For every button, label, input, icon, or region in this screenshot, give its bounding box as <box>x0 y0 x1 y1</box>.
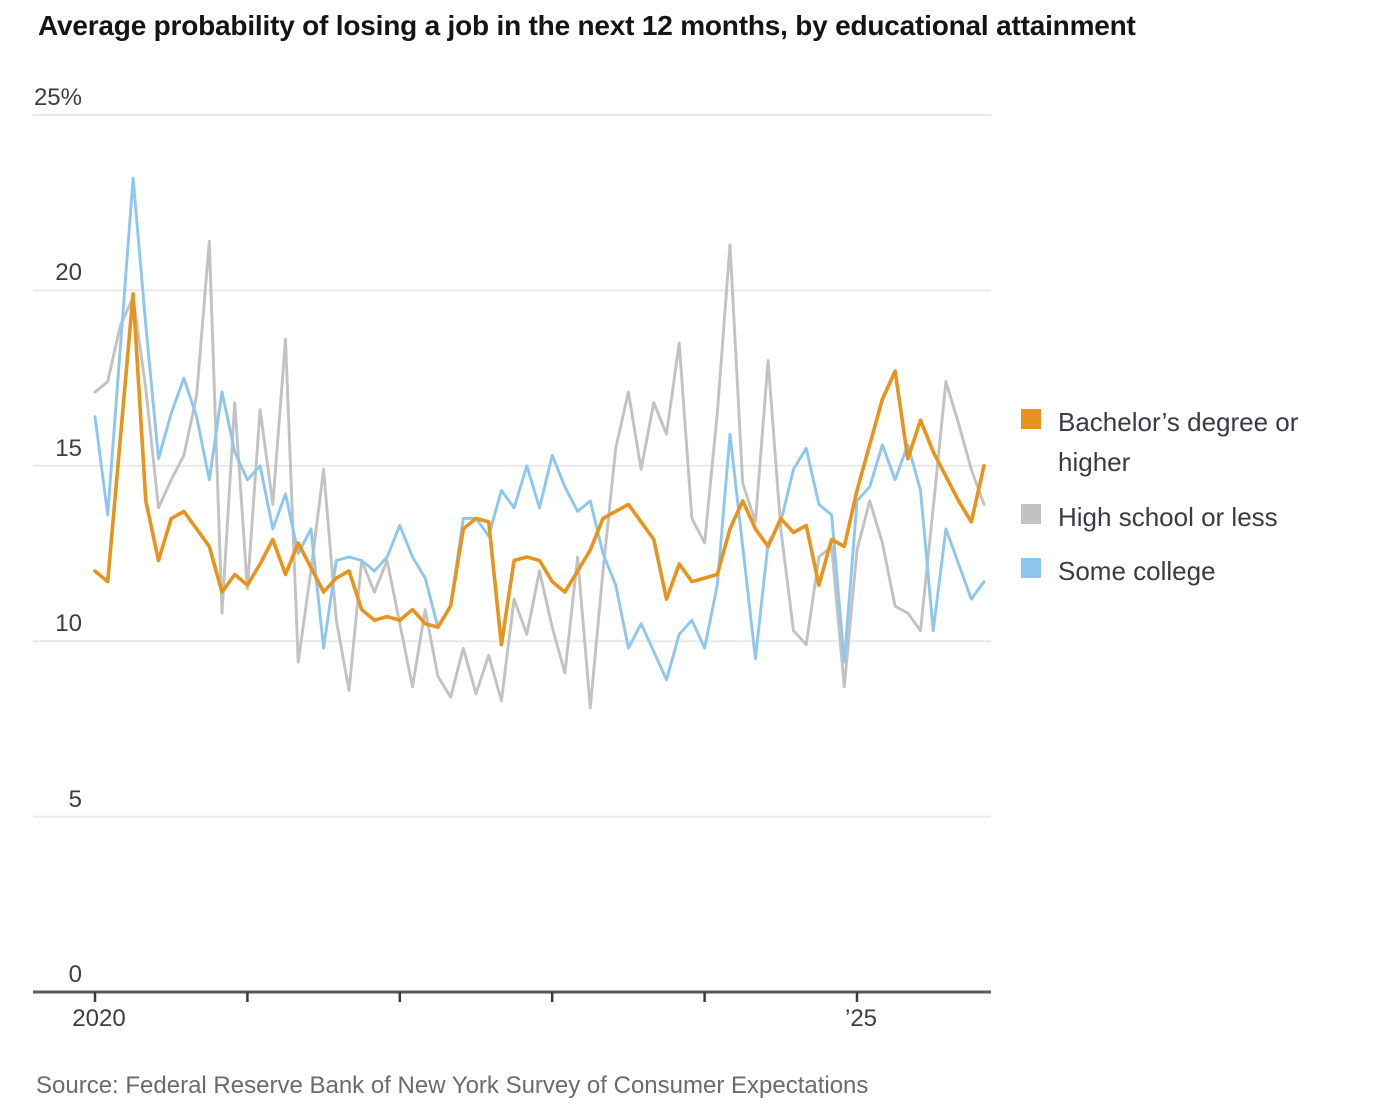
series-line-2 <box>93 176 986 682</box>
high-school-series-swatch-icon <box>1021 503 1041 524</box>
series-line-0 <box>93 292 986 647</box>
y-tick-label-25: 25% <box>33 84 82 111</box>
y-tick-label-5: 5 <box>68 785 82 813</box>
x-tick-label-60: ’25 <box>844 1005 878 1032</box>
legend-label-bachelors: Bachelor’s degree or higher <box>1058 407 1299 477</box>
bachelors-series-swatch-icon <box>1021 409 1041 429</box>
legend-label-high-school: High school or less <box>1058 501 1278 532</box>
y-tick-label-10: 10 <box>55 610 82 638</box>
legend-item-some-college: Some college <box>1021 552 1343 592</box>
series-line-1 <box>93 239 986 710</box>
y-tick-label-0: 0 <box>68 961 82 988</box>
chart-title: Average probability of losing a job in t… <box>38 10 1136 41</box>
some-college-series-swatch-icon <box>1021 558 1041 579</box>
legend-item-high-school: High school or less <box>1021 498 1343 538</box>
legend-label-some-college: Some college <box>1058 556 1216 587</box>
chart-legend: Bachelor’s degree or higher High school … <box>1021 403 1343 607</box>
legend-item-bachelors: Bachelor’s degree or higher <box>1021 403 1343 483</box>
x-tick-label-0: 2020 <box>72 1005 126 1032</box>
y-tick-label-15: 15 <box>55 434 82 462</box>
source-text: Source: Federal Reserve Bank of New York… <box>36 1072 869 1099</box>
y-tick-label-20: 20 <box>55 259 82 287</box>
